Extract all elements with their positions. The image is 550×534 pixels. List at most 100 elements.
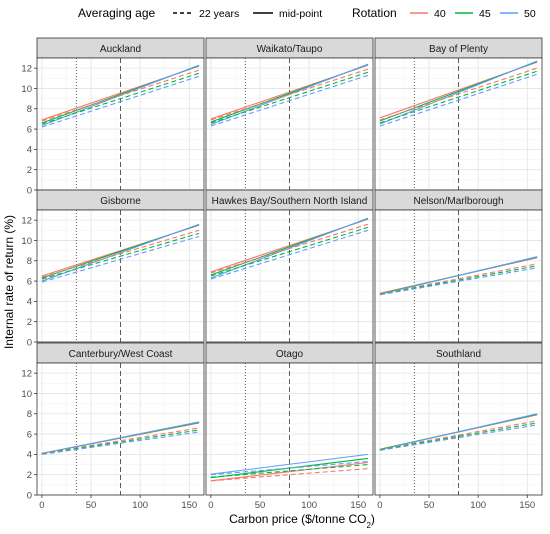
series-line-rotation-40-22-years bbox=[210, 468, 369, 482]
panel-title: Waikato/Taupo bbox=[257, 44, 323, 55]
x-tick-label: 150 bbox=[181, 500, 197, 511]
panel-border bbox=[36, 362, 205, 496]
panel-bay-of-plenty: Bay of Plenty bbox=[374, 37, 543, 191]
series-line-rotation-45-22-years bbox=[379, 422, 538, 451]
series-line-rotation-40-22-years bbox=[379, 263, 538, 295]
panel-title: Hawkes Bay/Southern North Island bbox=[212, 196, 368, 207]
panel-waikato-taupo: Waikato/Taupo bbox=[205, 37, 374, 191]
y-tick-label: 8 bbox=[27, 256, 32, 267]
y-tick-label: 10 bbox=[21, 236, 32, 247]
y-tick-label: 6 bbox=[27, 429, 32, 440]
series-line-rotation-50-mid-point bbox=[379, 413, 538, 451]
panel-southland: Southland 0 50 100 150 bbox=[374, 342, 543, 511]
y-tick-label: 10 bbox=[21, 84, 32, 95]
y-tick-label: 4 bbox=[27, 297, 32, 308]
panel-title: Bay of Plenty bbox=[429, 44, 488, 55]
panel-auckland: Auckland 0 2 4 6 8 10 12 bbox=[21, 37, 205, 196]
legend-label-22-years: 22 years bbox=[199, 8, 239, 20]
panel-title: Southland bbox=[436, 349, 481, 360]
series-line-rotation-50-22-years bbox=[210, 460, 369, 476]
panel-border bbox=[205, 209, 374, 343]
series-line-rotation-40-22-years bbox=[379, 420, 538, 450]
y-axis-title: Internal rate of return (%) bbox=[2, 215, 16, 349]
series-line-rotation-40-22-years bbox=[41, 229, 200, 278]
legend-title-rotation: Rotation bbox=[352, 6, 397, 20]
panel-border bbox=[205, 362, 374, 496]
x-tick-label: 150 bbox=[519, 500, 535, 511]
series-line-rotation-50-22-years bbox=[379, 424, 538, 451]
legend-label-mid-point: mid-point bbox=[279, 8, 322, 20]
panel-hawkes-bay-southern-north-island: Hawkes Bay/Southern North Island bbox=[205, 189, 374, 343]
series-line-rotation-50-22-years bbox=[379, 267, 538, 296]
series-line-rotation-50-22-years bbox=[41, 431, 200, 455]
x-tick-label: 100 bbox=[470, 500, 486, 511]
y-tick-label: 0 bbox=[27, 185, 32, 196]
x-axis-title: Carbon price ($/tonne CO2) bbox=[229, 512, 375, 529]
series-line-rotation-40-22-years bbox=[41, 427, 200, 454]
series-line-rotation-45-22-years bbox=[41, 72, 200, 125]
y-tick-label: 2 bbox=[27, 317, 32, 328]
series-line-rotation-50-mid-point bbox=[379, 60, 538, 125]
y-tick-label: 2 bbox=[27, 165, 32, 176]
y-tick-label: 0 bbox=[27, 490, 32, 501]
y-tick-label: 8 bbox=[27, 104, 32, 115]
panel-gisborne: Gisborne 0 2 4 6 8 10 12 bbox=[21, 189, 205, 348]
series-line-rotation-50-mid-point bbox=[379, 256, 538, 295]
x-tick-label: 100 bbox=[301, 500, 317, 511]
y-tick-label: 0 bbox=[27, 337, 32, 348]
x-tick-label: 0 bbox=[377, 500, 382, 511]
series-line-rotation-40-22-years bbox=[210, 68, 369, 121]
series-line-rotation-50-22-years bbox=[210, 229, 369, 280]
panel-nelson-marlborough: Nelson/Marlborough bbox=[374, 189, 543, 343]
series-line-rotation-50-22-years bbox=[210, 74, 369, 127]
series-line-rotation-40-mid-point bbox=[210, 461, 369, 482]
series-line-rotation-45-22-years bbox=[41, 232, 200, 280]
x-tick-label: 150 bbox=[350, 500, 366, 511]
series-line-rotation-45-mid-point bbox=[210, 457, 369, 479]
x-tick-label: 0 bbox=[39, 500, 44, 511]
panel-canterbury-west-coast: Canterbury/West Coast 0 2 4 6 8 10 12 0 50 100 150 bbox=[21, 342, 205, 511]
panel-title: Gisborne bbox=[100, 196, 141, 207]
series-line-rotation-50-mid-point bbox=[210, 453, 369, 475]
series-line-rotation-50-22-years bbox=[41, 235, 200, 283]
series-line-rotation-50-22-years bbox=[379, 73, 538, 127]
y-tick-label: 4 bbox=[27, 145, 32, 156]
y-tick-label: 6 bbox=[27, 124, 32, 135]
panel-title: Nelson/Marlborough bbox=[413, 196, 503, 207]
series-line-rotation-45-22-years bbox=[210, 71, 369, 124]
x-tick-label: 100 bbox=[132, 500, 148, 511]
panel-border bbox=[374, 362, 543, 496]
y-tick-label: 2 bbox=[27, 470, 32, 481]
panel-title: Otago bbox=[276, 349, 304, 360]
series-line-rotation-45-22-years bbox=[210, 226, 369, 277]
series-line-rotation-40-22-years bbox=[41, 69, 200, 122]
facet-panels: Auckland 0 2 4 6 8 10 12 Waikato/Taupo Bay of Ple… bbox=[21, 37, 543, 511]
series-line-rotation-50-22-years bbox=[41, 75, 200, 128]
series-line-rotation-45-22-years bbox=[379, 265, 538, 295]
series-line-rotation-40-22-years bbox=[379, 67, 538, 121]
legend-title-averaging: Averaging age bbox=[78, 6, 156, 20]
y-tick-label: 4 bbox=[27, 450, 32, 461]
y-tick-label: 12 bbox=[21, 215, 32, 226]
y-tick-label: 12 bbox=[21, 368, 32, 379]
panel-otago: Otago 0 50 100 150 bbox=[205, 342, 374, 511]
legend-label-rotation-50: 50 bbox=[524, 8, 536, 20]
y-tick-label: 10 bbox=[21, 389, 32, 400]
y-tick-label: 6 bbox=[27, 276, 32, 287]
series-line-rotation-40-22-years bbox=[210, 223, 369, 274]
panel-border bbox=[374, 209, 543, 343]
legend-label-rotation-40: 40 bbox=[434, 8, 446, 20]
x-tick-label: 50 bbox=[255, 500, 266, 511]
legend-label-rotation-45: 45 bbox=[479, 8, 491, 20]
x-tick-label: 0 bbox=[208, 500, 213, 511]
panel-title: Canterbury/West Coast bbox=[69, 349, 173, 360]
series-line-rotation-50-mid-point bbox=[41, 421, 200, 454]
x-tick-label: 50 bbox=[86, 500, 97, 511]
y-tick-label: 12 bbox=[21, 63, 32, 74]
series-line-rotation-45-22-years bbox=[379, 70, 538, 124]
y-tick-label: 8 bbox=[27, 409, 32, 420]
panel-border bbox=[36, 209, 205, 343]
legend: Averaging age 22 years mid-point Rotatio… bbox=[78, 6, 536, 20]
